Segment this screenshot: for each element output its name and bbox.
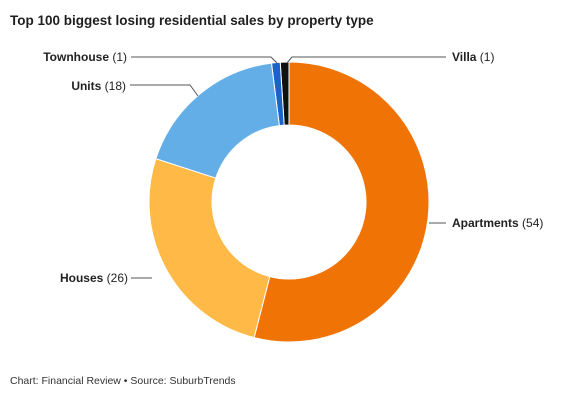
- leader-line-units: [130, 84, 199, 97]
- slice-label-apartments: Apartments (54): [452, 216, 543, 230]
- slice-label-villa: Villa (1): [452, 50, 494, 64]
- slice-label-units: Units (18): [71, 79, 126, 93]
- chart-source-footer: Chart: Financial Review • Source: Suburb…: [10, 375, 236, 387]
- slice-units: [155, 62, 280, 179]
- slice-label-houses: Houses (26): [60, 271, 128, 285]
- slice-apartments: [253, 61, 430, 343]
- leader-line-townhouse: [131, 56, 278, 64]
- chart-title: Top 100 biggest losing residential sales…: [10, 13, 374, 28]
- leader-line-villa: [286, 56, 446, 64]
- slice-label-townhouse: Townhouse (1): [43, 50, 127, 64]
- slice-houses: [148, 158, 271, 339]
